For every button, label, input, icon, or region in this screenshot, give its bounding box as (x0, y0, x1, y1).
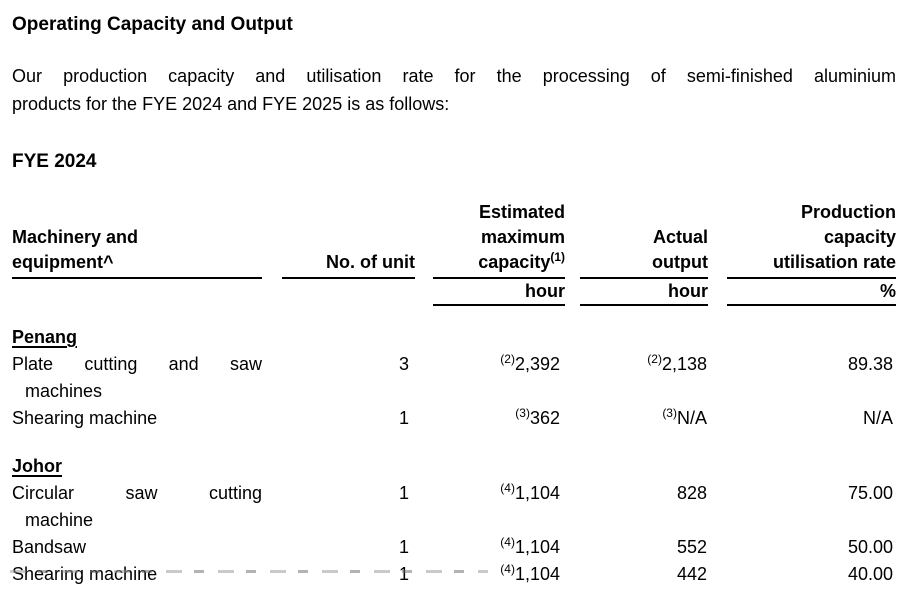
header-no-of-unit: No. of unit (282, 200, 415, 279)
intro-line-2: products for the FYE 2024 and FYE 2025 i… (12, 94, 450, 114)
table-header-row: Machinery and equipment^ No. of unit Est… (12, 200, 896, 279)
utilisation-value: N/A (862, 408, 893, 428)
table-row: Shearing machine 1 (3)362 (3)N/A N/A (12, 405, 896, 432)
machinery-name-cell: Shearing machine (12, 405, 262, 432)
machinery-name: Plate cutting and saw (12, 354, 262, 374)
no-of-unit-value: 1 (398, 408, 409, 428)
table-row: Shearing machine 1 (4)1,104 442 40.00 (12, 561, 896, 588)
column-gap (415, 200, 433, 278)
utilisation-value: 75.00 (847, 483, 893, 503)
no-of-unit-value: 1 (398, 564, 409, 584)
cutoff-footnote-line (10, 570, 488, 573)
intro-paragraph: Our production capacity and utilisation … (12, 62, 896, 118)
capacity-value: (2)2,392 (500, 352, 560, 374)
header-utilisation-rate: Production capacity utilisation rate (727, 200, 896, 279)
machinery-name-cell: Plate cutting and saw machines (12, 351, 262, 405)
table-row: Circular saw cutting machine 1 (4)1,104 … (12, 480, 896, 534)
table-row: Bandsaw 1 (4)1,104 552 50.00 (12, 534, 896, 561)
machinery-name-cell: Shearing machine (12, 561, 262, 588)
column-gap (708, 200, 727, 278)
table-unit-row: hour hour % (12, 278, 896, 306)
no-of-unit-value: 1 (398, 483, 409, 503)
section-row-johor: Johor (12, 453, 896, 480)
machinery-name: Circular saw cutting (12, 483, 262, 503)
footnote-marker: (4) (500, 562, 515, 576)
unit-utilisation-percent: % (727, 278, 896, 306)
output-value: (3)N/A (662, 406, 707, 428)
output-value: (2)2,138 (647, 352, 707, 374)
column-gap (262, 200, 282, 278)
section-row-penang: Penang (12, 324, 896, 351)
unit-output-hour: hour (580, 278, 708, 306)
header-machinery-line2: equipment^ (12, 252, 114, 272)
footnote-marker: (2) (647, 352, 662, 366)
machinery-name-cell: Bandsaw (12, 534, 262, 561)
machinery-name-cont: machines (25, 381, 103, 401)
column-gap (565, 200, 580, 278)
section-title: Penang (12, 327, 78, 347)
footnote-marker-1: (1) (550, 250, 565, 264)
page-title: Operating Capacity and Output (12, 14, 293, 35)
header-machinery: Machinery and equipment^ (12, 200, 262, 279)
utilisation-value: 89.38 (847, 354, 893, 374)
header-estimated-capacity: Estimated maximum capacity(1) (433, 200, 565, 279)
capacity-value: (4)1,104 (500, 481, 560, 503)
capacity-value: (4)1,104 (500, 535, 560, 557)
fye-subtitle: FYE 2024 (12, 151, 97, 172)
machinery-name-cont: machine (25, 510, 94, 530)
caret-footnote-marker: ^ (103, 252, 114, 272)
no-of-unit-value: 3 (398, 354, 409, 374)
footnote-marker: (4) (500, 535, 515, 549)
capacity-table: Machinery and equipment^ No. of unit Est… (12, 200, 896, 588)
capacity-value: (3)362 (515, 406, 560, 428)
footnote-marker: (3) (515, 406, 530, 420)
machinery-name: Shearing machine (12, 564, 158, 584)
spacer-row (12, 305, 896, 324)
unit-capacity-hour: hour (433, 278, 565, 306)
footnote-marker: (4) (500, 481, 515, 495)
utilisation-value: 50.00 (847, 537, 893, 557)
header-actual-output: Actual output (580, 200, 708, 279)
utilisation-value: 40.00 (847, 564, 893, 584)
output-value: 828 (676, 483, 707, 503)
output-value: 442 (676, 564, 707, 584)
footnote-marker: (3) (662, 406, 677, 420)
output-value: 552 (676, 537, 707, 557)
machinery-name-cell: Circular saw cutting machine (12, 480, 262, 534)
header-machinery-line1: Machinery and (12, 227, 139, 247)
section-title: Johor (12, 456, 63, 476)
intro-line-1: Our production capacity and utilisation … (12, 66, 896, 86)
footnote-marker: (2) (500, 352, 515, 366)
spacer-row (12, 432, 896, 453)
capacity-value: (4)1,104 (500, 562, 560, 584)
machinery-name: Bandsaw (12, 537, 87, 557)
no-of-unit-value: 1 (398, 537, 409, 557)
table-row: Plate cutting and saw machines 3 (2)2,39… (12, 351, 896, 405)
machinery-name: Shearing machine (12, 408, 158, 428)
